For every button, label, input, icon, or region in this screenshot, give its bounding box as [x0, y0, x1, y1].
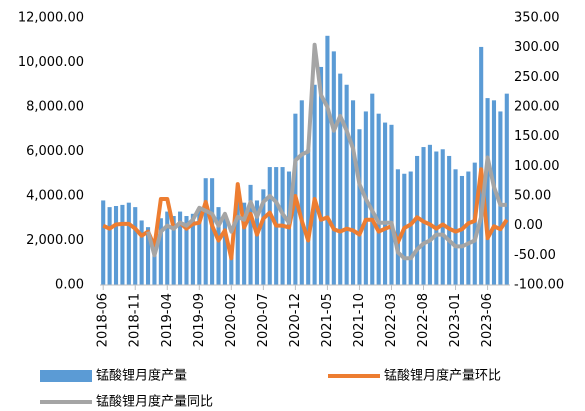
legend-swatch [40, 370, 92, 382]
x-tick-label: 2022-08 [416, 293, 431, 347]
bar [498, 111, 503, 285]
bar [357, 129, 362, 285]
bar [434, 151, 439, 285]
bar [427, 144, 432, 285]
bar [453, 169, 458, 285]
x-tick-label: 2018-11 [128, 293, 143, 347]
bar [472, 162, 477, 285]
bar [338, 73, 343, 285]
bar [133, 207, 138, 285]
bar [210, 178, 215, 285]
bar [344, 84, 349, 285]
bar [203, 178, 208, 285]
bar [158, 218, 163, 285]
bar [350, 100, 356, 285]
y2-tick-label: 50.00 [514, 189, 551, 204]
bar [299, 100, 304, 285]
y2-tick-label: -100.00 [514, 278, 564, 293]
bar [235, 200, 240, 285]
x-tick-label: 2021-05 [320, 293, 335, 347]
bar [145, 227, 151, 285]
x-tick-label: 2021-10 [352, 293, 367, 347]
bar [248, 184, 253, 285]
bar [184, 216, 189, 285]
bar [254, 200, 260, 285]
y2-tick-label: 150.00 [514, 129, 560, 144]
bar [171, 216, 176, 285]
bar [242, 202, 247, 285]
y-tick-label: 12,000.00 [18, 11, 84, 26]
bar [466, 171, 471, 285]
y2-tick-label: 0.00 [514, 218, 543, 233]
x-tick-label: 2023-06 [480, 293, 495, 347]
y2-tick-label: 250.00 [514, 70, 560, 85]
bar [126, 202, 131, 285]
bar [229, 251, 234, 285]
bar [504, 93, 509, 286]
bar [331, 51, 336, 285]
y2-tick-label: -50.00 [514, 248, 556, 263]
bar [107, 207, 112, 285]
y-tick-label: 6,000.00 [26, 144, 84, 159]
bar [421, 147, 426, 285]
bar [370, 93, 375, 286]
bar [113, 206, 119, 285]
y-tick-label: 0.00 [55, 278, 84, 293]
x-tick-label: 2020-12 [288, 293, 303, 347]
x-tick-label: 2022-03 [384, 293, 399, 347]
bar [101, 200, 106, 285]
bar [152, 247, 157, 285]
bar [216, 207, 221, 285]
y-tick-label: 10,000.00 [18, 55, 84, 70]
y-tick-label: 2,000.00 [26, 233, 84, 248]
bar [312, 84, 317, 285]
bar [395, 169, 400, 285]
x-tick-label: 2020-07 [256, 293, 271, 347]
x-tick-label: 2019-04 [160, 293, 175, 347]
bar [325, 35, 330, 285]
legend-label: 锰酸锂月度产量 [96, 368, 187, 384]
x-tick-label: 2023-01 [448, 293, 463, 347]
bar [261, 189, 266, 285]
line [146, 42, 507, 261]
bar [389, 124, 394, 285]
bar [222, 213, 227, 285]
x-tick-label: 2019-09 [192, 293, 207, 347]
y2-tick-label: 200.00 [514, 100, 560, 115]
y2-tick-label: 300.00 [514, 40, 560, 55]
legend-label: 锰酸锂月度产量环比 [384, 368, 501, 384]
bar [479, 46, 484, 285]
x-tick-label: 2018-06 [96, 293, 111, 347]
bar [318, 66, 324, 285]
bar [415, 155, 420, 285]
bar [139, 220, 144, 285]
bar [120, 204, 125, 285]
bar [447, 155, 452, 285]
bar [383, 122, 388, 285]
bar [190, 213, 195, 285]
bar [408, 171, 413, 285]
x-tick-label: 2020-02 [224, 293, 239, 347]
y2-tick-label: 100.00 [514, 159, 560, 174]
bar [376, 113, 381, 285]
y-tick-label: 4,000.00 [26, 189, 84, 204]
bar [178, 211, 183, 285]
y2-tick-label: 350.00 [514, 11, 560, 26]
bar [197, 209, 202, 285]
bar [306, 149, 311, 285]
bar [165, 211, 170, 285]
bar [485, 98, 490, 285]
y-tick-label: 8,000.00 [26, 100, 84, 115]
line [102, 167, 509, 261]
bar [267, 167, 272, 285]
legend-label: 锰酸锂月度产量同比 [96, 394, 213, 410]
bar [440, 149, 445, 285]
